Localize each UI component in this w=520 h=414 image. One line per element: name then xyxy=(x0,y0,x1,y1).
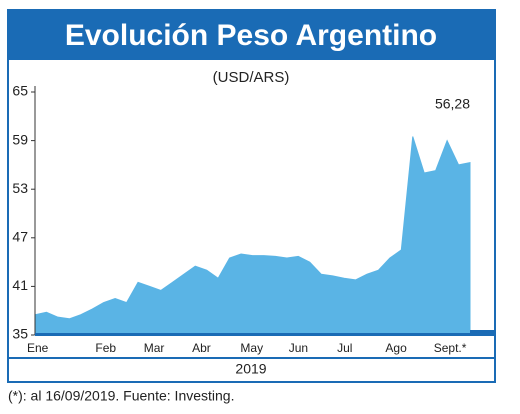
x-tick-label: Sept.* xyxy=(434,341,467,355)
x-tick-label: Jul xyxy=(337,341,352,355)
x-axis-end xyxy=(470,330,495,336)
x-axis-band xyxy=(35,333,495,336)
y-tick-label: 41 xyxy=(12,277,28,293)
x-tick-label: Mar xyxy=(144,341,165,355)
area xyxy=(34,136,471,336)
header-band xyxy=(8,10,495,60)
y-tick-label: 65 xyxy=(12,83,28,99)
chart-subtitle: (USD/ARS) xyxy=(213,69,290,86)
x-tick-label: Jun xyxy=(289,341,308,355)
x-tick-label: Ago xyxy=(385,341,407,355)
x-tick-label: Abr xyxy=(192,341,211,355)
y-tick-label: 35 xyxy=(12,326,28,342)
y-tick-label: 53 xyxy=(12,180,28,196)
x-tick-label: Ene xyxy=(27,341,49,355)
chart-title: Evolución Peso Argentino xyxy=(65,19,437,52)
y-tick-label: 47 xyxy=(12,229,28,245)
x-tick-label: May xyxy=(240,341,263,355)
value-label: 56,28 xyxy=(435,96,470,112)
x-axis-label: 2019 xyxy=(235,361,266,377)
y-tick-label: 59 xyxy=(12,131,28,147)
x-tick-label: Feb xyxy=(95,341,116,355)
footnote: (*): al 16/09/2019. Fuente: Investing. xyxy=(8,388,234,404)
